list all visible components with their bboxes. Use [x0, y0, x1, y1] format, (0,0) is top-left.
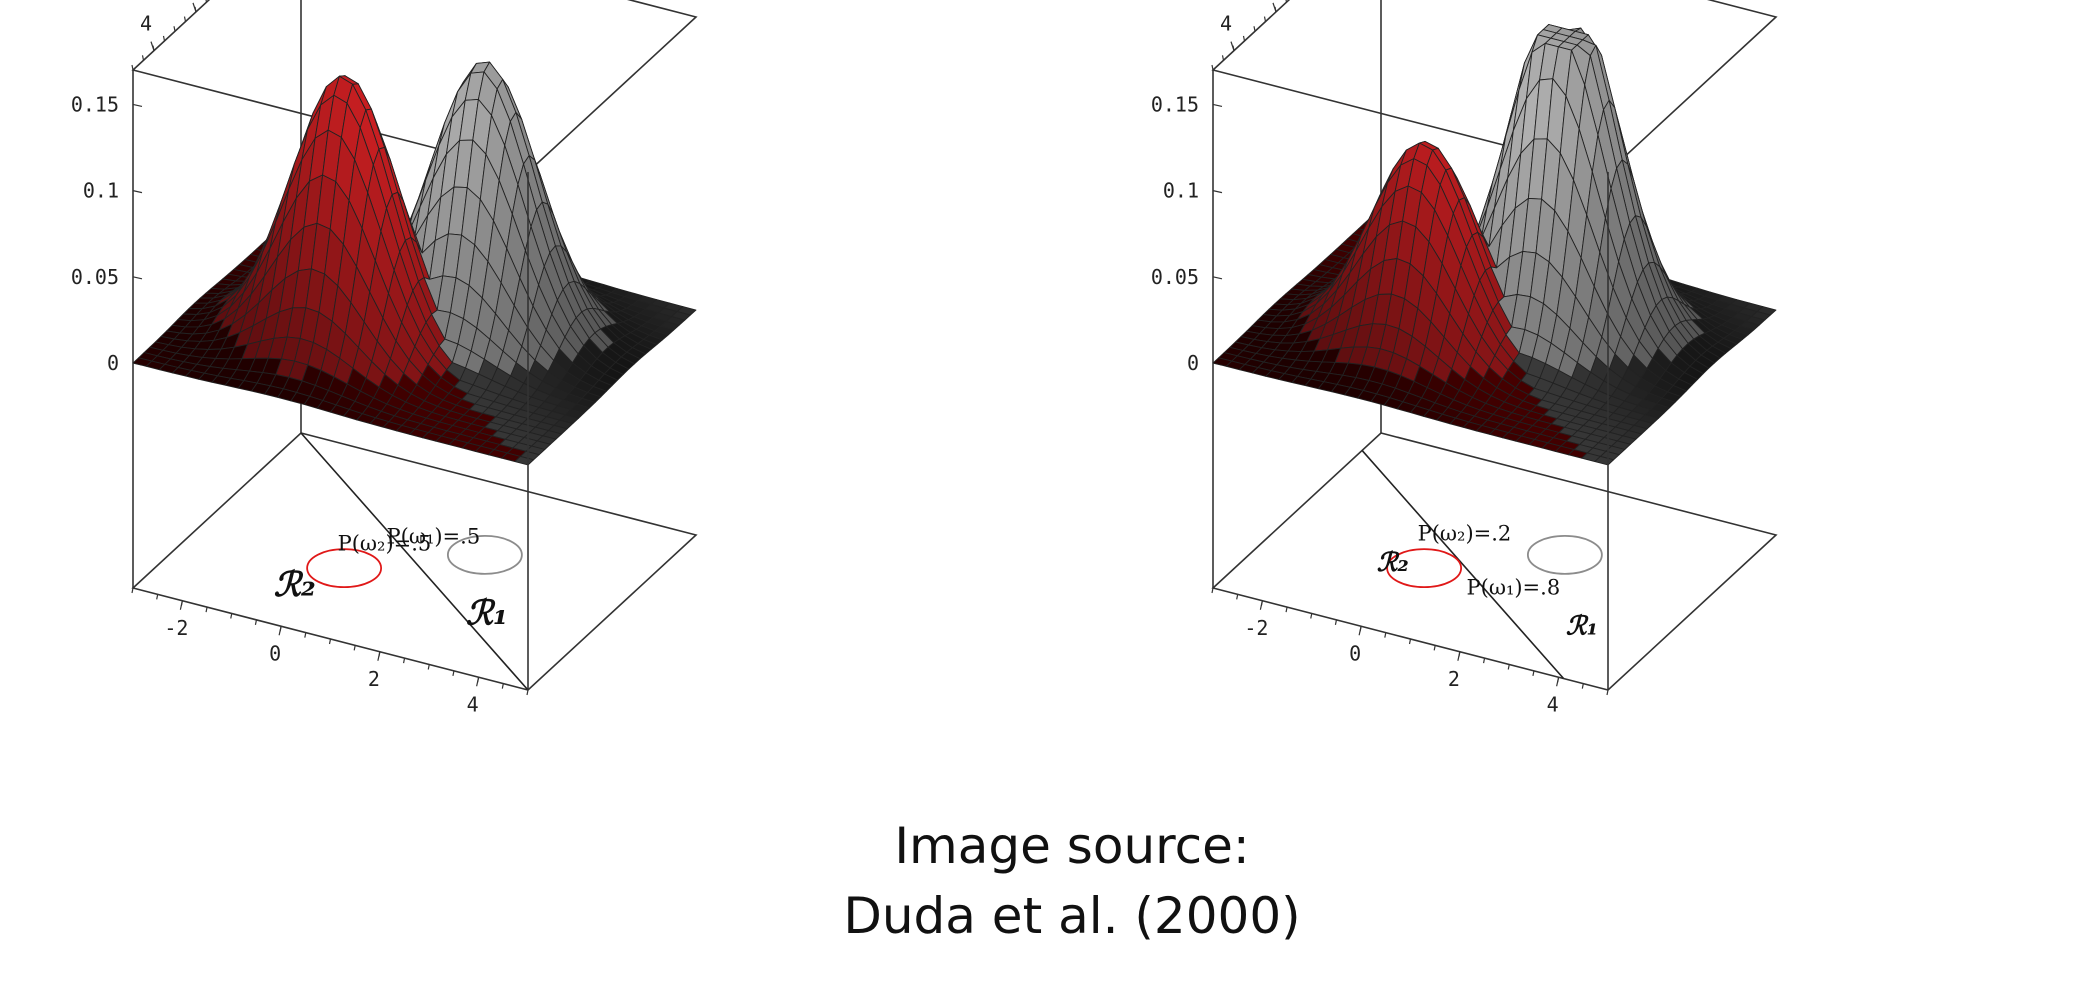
- class2-contour: [306, 548, 383, 589]
- z-tick-label: 0: [1187, 351, 1199, 375]
- bottom-tick-label: 0: [1349, 641, 1361, 665]
- bottom-minor-tick: [1359, 626, 1362, 632]
- z-tick-mark: [1212, 190, 1223, 194]
- image-source-label: Image source:: [894, 817, 1250, 875]
- prior-w2-label: P(ω₂)=.5: [338, 532, 432, 556]
- surface-quad: [1594, 455, 1615, 466]
- surface-quad: [514, 455, 535, 466]
- bottom-minor-tick: [353, 645, 356, 651]
- bottom-minor-tick: [1211, 587, 1214, 594]
- top-minor-tick: [1242, 35, 1246, 42]
- bottom-minor-tick: [501, 683, 504, 689]
- z-tick-mark: [132, 103, 143, 108]
- bottom-minor-tick: [254, 619, 258, 625]
- bottom-minor-tick: [378, 651, 381, 657]
- z-tick-mark: [1212, 103, 1223, 108]
- bottom-minor-tick: [180, 600, 183, 606]
- box-top-edge: [131, 0, 698, 173]
- z-tick-mark: [132, 276, 143, 280]
- bottom-minor-tick: [1458, 651, 1461, 657]
- decision-boundary: [1361, 449, 1565, 680]
- top-minor-tick: [1221, 55, 1225, 61]
- region-r2-label: ℛ₂: [1377, 548, 1409, 578]
- top-tick-label: 4: [1220, 12, 1232, 36]
- top-minor-tick: [173, 26, 176, 32]
- top-minor-tick: [131, 64, 134, 71]
- decision-boundary: [300, 432, 529, 691]
- bottom-tick-label: 2: [368, 667, 380, 691]
- top-minor-tick: [1232, 45, 1235, 51]
- prior-w2-label: P(ω₂)=.2: [1418, 522, 1512, 546]
- top-minor-tick: [1285, 0, 1288, 3]
- bottom-minor-tick: [156, 594, 159, 600]
- bottom-minor-tick: [1384, 632, 1387, 638]
- top-minor-tick: [183, 16, 187, 22]
- bottom-minor-tick: [1260, 600, 1263, 606]
- bottom-minor-tick: [1557, 677, 1560, 683]
- box-top-edge: [1211, 0, 1778, 173]
- z-tick-label: 0: [107, 351, 119, 375]
- bottom-minor-tick: [1606, 689, 1609, 696]
- bottom-tick-label: 0: [269, 641, 281, 665]
- bottom-minor-tick: [526, 689, 529, 696]
- z-tick-mark: [1212, 276, 1223, 280]
- bottom-minor-tick: [427, 664, 430, 670]
- region-r1-label: ℛ₁: [466, 593, 508, 633]
- class2-contour: [1386, 548, 1463, 589]
- bottom-minor-tick: [1532, 670, 1535, 676]
- bottom-minor-tick: [328, 638, 332, 645]
- bottom-minor-tick: [452, 670, 455, 676]
- bottom-minor-tick: [131, 587, 134, 594]
- bottom-minor-tick: [477, 677, 480, 683]
- prior-w1-label: P(ω₁)=.5: [387, 524, 481, 548]
- z-tick-label: 0.05: [71, 265, 119, 289]
- top-minor-tick: [205, 0, 208, 3]
- bottom-minor-tick: [1433, 645, 1436, 651]
- top-minor-tick: [194, 6, 197, 12]
- top-minor-tick: [1263, 16, 1267, 22]
- class1-contour: [1526, 534, 1603, 575]
- top-minor-tick: [162, 35, 166, 42]
- top-minor-tick: [152, 45, 155, 51]
- z-tick-label: 0.15: [1151, 92, 1199, 116]
- bottom-minor-tick: [1482, 658, 1486, 664]
- bottom-tick-label: -2: [164, 616, 188, 640]
- bottom-minor-tick: [230, 613, 233, 619]
- z-tick-label: 0.05: [1151, 265, 1199, 289]
- bottom-minor-tick: [1581, 683, 1584, 689]
- surface-plot-left: P(ω₁)=.5P(ω₂)=.5ℛ₁ℛ₂0.150.10.050-2024-20…: [71, 0, 698, 716]
- region-r2-label: ℛ₂: [274, 565, 316, 605]
- bottom-tick-label: 4: [1547, 692, 1559, 716]
- z-tick-mark: [132, 190, 143, 194]
- z-tick-label: 0.1: [83, 179, 119, 203]
- surface-mesh: [132, 61, 697, 466]
- surface-plot-right: P(ω₁)=.8P(ω₂)=.2ℛ₁ℛ₂0.150.10.050-2024-20…: [1151, 0, 1778, 716]
- region-r1-label: ℛ₁: [1566, 611, 1598, 641]
- bottom-minor-tick: [402, 658, 406, 664]
- top-minor-tick: [1211, 64, 1214, 71]
- bottom-minor-tick: [1408, 638, 1412, 645]
- bottom-minor-tick: [1507, 664, 1510, 670]
- z-tick-label: 0.1: [1163, 179, 1199, 203]
- class1-contour: [446, 534, 523, 575]
- z-tick-label: 0.15: [71, 92, 119, 116]
- top-minor-tick: [1253, 26, 1256, 32]
- bottom-minor-tick: [1285, 607, 1288, 613]
- bottom-tick-label: 4: [467, 692, 479, 716]
- top-minor-tick: [141, 55, 145, 61]
- top-tick-label: 4: [140, 12, 152, 36]
- bottom-minor-tick: [1310, 613, 1313, 619]
- prior-w1-label: P(ω₁)=.8: [1467, 575, 1561, 599]
- bottom-minor-tick: [304, 632, 307, 638]
- top-minor-tick: [1274, 6, 1277, 12]
- image-source-citation: Duda et al. (2000): [843, 887, 1301, 945]
- bottom-minor-tick: [205, 607, 208, 613]
- bottom-minor-tick: [1334, 619, 1338, 625]
- bottom-tick-label: -2: [1244, 616, 1268, 640]
- surface-mesh: [1212, 24, 1777, 466]
- bottom-minor-tick: [1236, 594, 1239, 600]
- bottom-tick-label: 2: [1448, 667, 1460, 691]
- floor-plane: [1211, 432, 1778, 691]
- bottom-minor-tick: [279, 626, 282, 632]
